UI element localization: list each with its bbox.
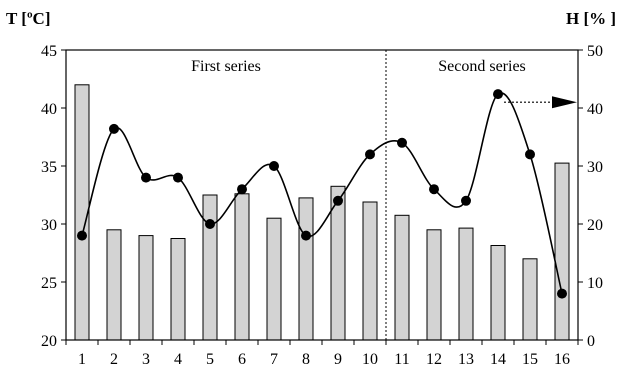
right-tick-label-20: 20	[587, 217, 603, 234]
left-tick-label-30: 30	[41, 217, 57, 234]
point-14	[493, 89, 503, 100]
x-tick-label-16: 16	[554, 351, 570, 368]
x-tick-label-3: 3	[142, 351, 150, 368]
x-tick-label-9: 9	[334, 351, 342, 368]
bar-14	[490, 245, 506, 341]
bar-15	[522, 258, 538, 341]
left-tick-label-35: 35	[41, 159, 57, 176]
temperature-line	[81, 92, 563, 294]
bar-8	[298, 197, 314, 341]
right-axis-ticks: 0 10 20 30 40 50	[578, 43, 603, 350]
right-tick-label-10: 10	[587, 275, 603, 292]
left-tick-label-45: 45	[41, 43, 57, 60]
x-axis-ticks: 1 2 3 4 5 6 7 8 9 10 11 12 13 14 15 16	[65, 340, 579, 368]
x-tick-label-14: 14	[490, 351, 506, 368]
x-tick-label-11: 11	[394, 351, 409, 368]
x-tick-label-8: 8	[302, 351, 310, 368]
bar-10	[362, 201, 378, 341]
point-7	[269, 161, 279, 171]
bar-9	[330, 185, 346, 341]
x-tick-label-5: 5	[206, 351, 214, 368]
point-1	[77, 230, 87, 241]
x-tick-label-1: 1	[78, 351, 86, 368]
x-tick-label-10: 10	[362, 351, 378, 368]
x-tick-label-15: 15	[522, 351, 538, 368]
x-tick-label-7: 7	[270, 351, 278, 368]
left-axis-title: T [ºC]	[6, 9, 51, 28]
line-series	[81, 92, 563, 294]
point-6	[237, 184, 247, 195]
left-tick-label-20: 20	[41, 333, 57, 350]
second-series-label: Second series	[438, 58, 526, 75]
right-tick-label-30: 30	[587, 159, 603, 176]
point-8	[301, 230, 311, 241]
point-12	[429, 184, 439, 195]
first-series-label: First series	[191, 58, 261, 75]
x-tick-label-6: 6	[238, 351, 246, 368]
right-tick-label-0: 0	[587, 333, 595, 350]
point-10	[365, 149, 375, 160]
point-3	[141, 172, 151, 183]
right-tick-label-40: 40	[587, 101, 603, 118]
bar-16	[554, 162, 570, 341]
bar-7	[266, 217, 282, 341]
left-tick-label-25: 25	[41, 275, 57, 292]
point-4	[173, 172, 183, 183]
bar-13	[458, 227, 474, 341]
bar-3	[138, 235, 154, 341]
line-points	[77, 89, 567, 299]
right-tick-label-50: 50	[587, 43, 603, 60]
x-tick-label-4: 4	[174, 351, 182, 368]
left-tick-label-40: 40	[41, 101, 57, 118]
bar-2	[106, 229, 122, 341]
bar-4	[170, 238, 186, 341]
point-13	[461, 195, 471, 206]
x-tick-label-12: 12	[426, 351, 442, 368]
left-axis-ticks: 20 25 30 35 40 45	[41, 43, 66, 350]
point-5	[205, 219, 215, 229]
point-9	[333, 195, 343, 206]
x-tick-label-13: 13	[458, 351, 474, 368]
point-15	[525, 149, 535, 160]
bar-12	[426, 229, 442, 341]
bar-series	[74, 84, 570, 341]
right-axis-title: H [% ]	[566, 9, 616, 28]
axis-arrow-head	[552, 96, 577, 109]
bar-5	[202, 194, 218, 341]
bar-11	[394, 214, 410, 341]
bar-6	[234, 193, 250, 341]
point-11	[397, 137, 407, 148]
point-2	[109, 123, 119, 134]
x-tick-label-2: 2	[110, 351, 118, 368]
bar-1	[74, 84, 90, 341]
point-16	[557, 288, 567, 299]
